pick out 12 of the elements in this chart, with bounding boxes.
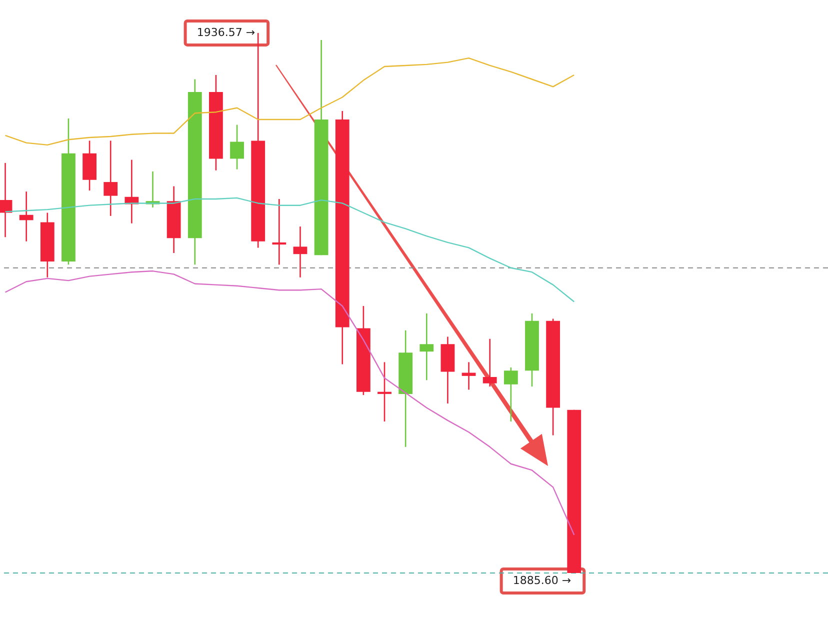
text: 1885.60 → xyxy=(512,574,572,588)
candlestick xyxy=(19,190,34,242)
annotation: 1936.57 → xyxy=(196,26,256,39)
candlestick xyxy=(420,312,434,381)
candlestick xyxy=(504,366,518,422)
candlestick xyxy=(230,124,244,170)
candlestick xyxy=(104,140,118,217)
candlestick xyxy=(482,338,497,388)
candlestick xyxy=(272,198,286,266)
candlestick xyxy=(462,362,476,390)
candlestick xyxy=(378,362,392,422)
candlestick xyxy=(293,226,308,278)
